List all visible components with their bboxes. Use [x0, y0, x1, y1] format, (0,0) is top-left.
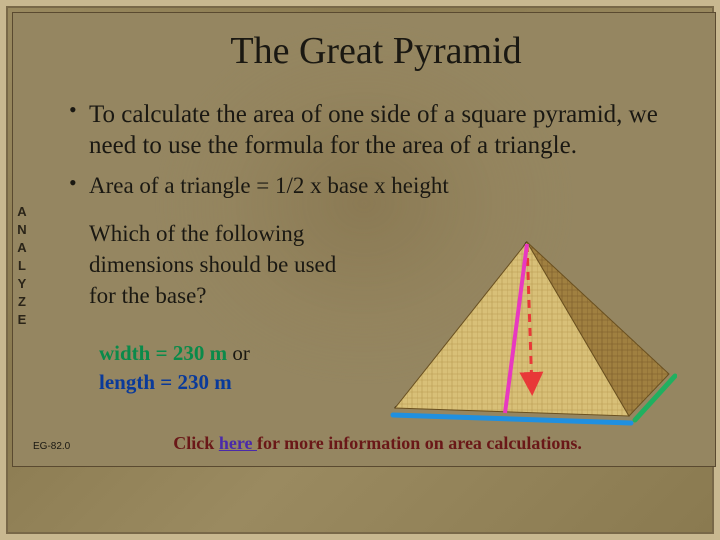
option-or: or	[232, 341, 250, 365]
footer-text: Click here for more information on area …	[70, 433, 685, 454]
footer-pre: Click	[173, 433, 219, 453]
pyramid-diagram	[357, 218, 685, 448]
lower-row: Which of the following dimensions should…	[67, 218, 685, 448]
side-letter: Z	[15, 293, 29, 311]
bullet-formula: Area of a triangle = 1/2 x base x height	[67, 172, 685, 201]
answer-options: width = 230 m or length = 230 m	[89, 339, 347, 396]
slide-footer: EG-82.0 Click here for more information …	[33, 433, 685, 454]
analyze-side-label: A N A L Y Z E	[15, 203, 29, 329]
side-letter: N	[15, 221, 29, 239]
side-letter: A	[15, 239, 29, 257]
slide-outer-frame: A N A L Y Z E The Great Pyramid To calcu…	[6, 6, 714, 534]
slide-title: The Great Pyramid	[67, 29, 685, 73]
side-letter: A	[15, 203, 29, 221]
option-width[interactable]: width = 230 m	[99, 341, 227, 365]
side-letter: Y	[15, 275, 29, 293]
slide-inner-frame: A N A L Y Z E The Great Pyramid To calcu…	[12, 12, 716, 467]
side-letter: E	[15, 311, 29, 329]
question-column: Which of the following dimensions should…	[67, 218, 347, 448]
side-letter: L	[15, 257, 29, 275]
footer-post: for more information on area calculation…	[257, 433, 582, 453]
pyramid-svg	[357, 218, 677, 448]
option-length[interactable]: length = 230 m	[99, 370, 232, 394]
bullet-intro: To calculate the area of one side of a s…	[67, 99, 685, 162]
question-text: Which of the following dimensions should…	[89, 218, 347, 311]
slide-id: EG-82.0	[33, 441, 70, 452]
footer-link[interactable]: here	[219, 433, 257, 453]
bullet-list: To calculate the area of one side of a s…	[67, 99, 685, 200]
